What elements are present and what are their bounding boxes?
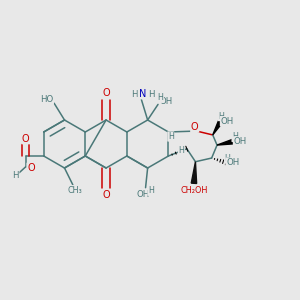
- Text: O: O: [22, 134, 29, 144]
- Text: H: H: [225, 154, 230, 163]
- Text: OH: OH: [136, 190, 150, 199]
- Polygon shape: [217, 139, 234, 145]
- Text: H: H: [158, 93, 164, 102]
- Text: N: N: [139, 88, 146, 99]
- Text: O: O: [102, 88, 110, 98]
- Text: H: H: [232, 133, 238, 142]
- Text: CH₂OH: CH₂OH: [180, 186, 208, 195]
- Text: CH₃: CH₃: [68, 186, 82, 195]
- Text: H: H: [148, 186, 154, 195]
- Text: O: O: [102, 190, 110, 200]
- Text: OH: OH: [226, 158, 239, 167]
- Text: OH: OH: [220, 117, 234, 126]
- Text: HO: HO: [40, 95, 53, 104]
- Polygon shape: [191, 162, 196, 184]
- Text: H: H: [218, 112, 224, 121]
- Text: O: O: [191, 122, 199, 132]
- Text: O: O: [27, 163, 35, 173]
- Text: H: H: [178, 146, 184, 155]
- Text: H: H: [148, 90, 154, 99]
- Polygon shape: [213, 119, 223, 135]
- Text: H: H: [131, 90, 138, 99]
- Text: OH: OH: [233, 137, 247, 146]
- Text: OH: OH: [160, 98, 173, 106]
- Text: H: H: [12, 171, 19, 180]
- Text: H: H: [168, 132, 174, 141]
